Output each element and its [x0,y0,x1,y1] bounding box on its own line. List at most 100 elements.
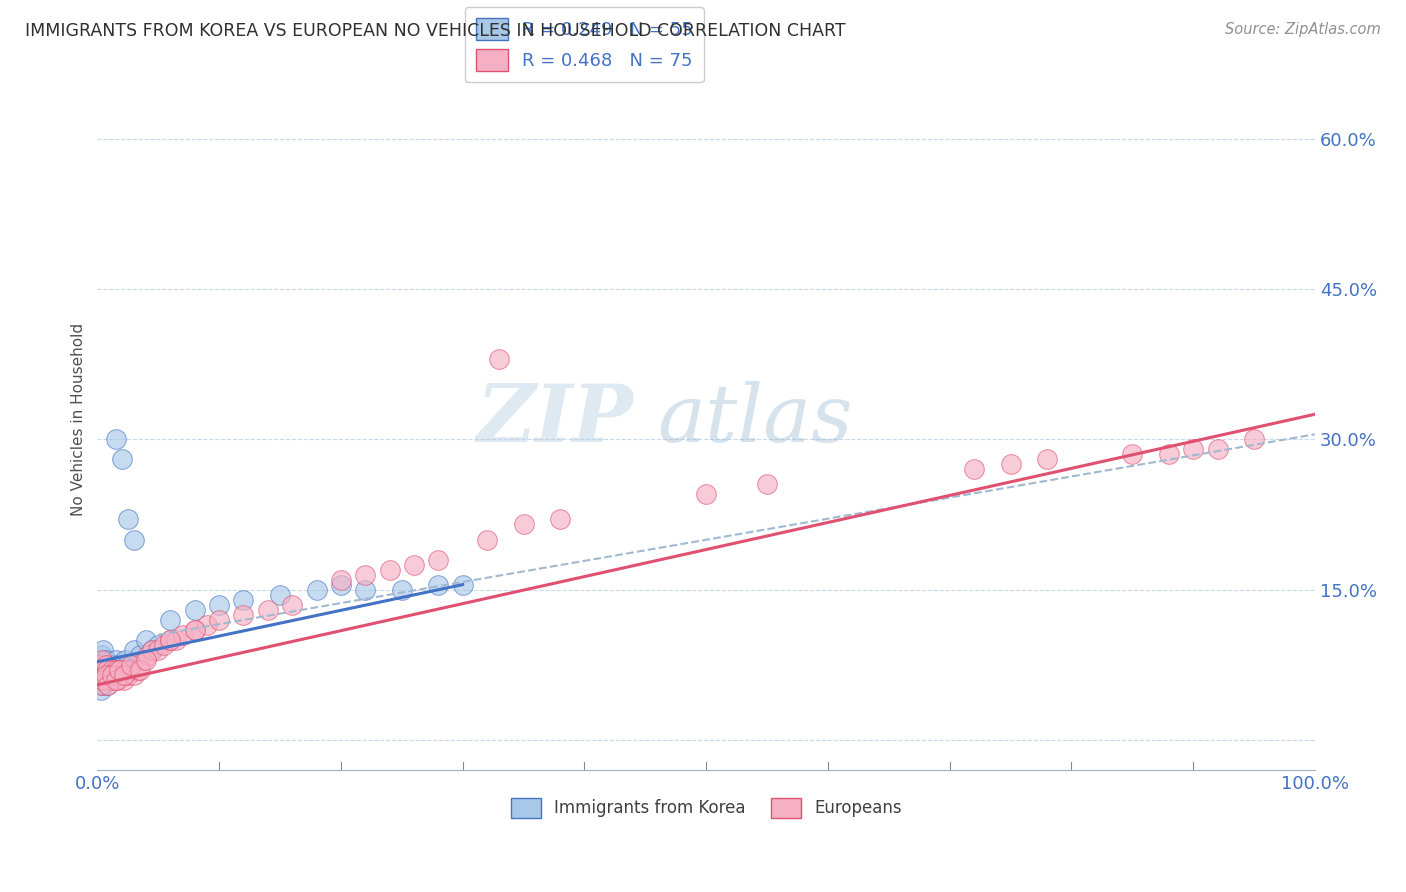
Point [104,432,127,446]
Point [378,563,401,577]
Point [96,657,118,672]
Point [90,682,112,697]
Point [108,667,131,681]
Point [94,657,117,672]
Point [100,667,122,681]
Point [305,582,328,597]
Text: Source: ZipAtlas.com: Source: ZipAtlas.com [1225,22,1381,37]
Point [112,673,135,687]
Point [96,678,118,692]
Point [512,517,534,532]
Point [97,678,120,692]
Point [112,667,135,681]
Y-axis label: No Vehicles in Household: No Vehicles in Household [72,323,86,516]
Point [117,667,139,681]
Point [122,533,145,547]
Point [695,487,717,501]
Text: atlas: atlas [658,381,853,458]
Point [402,558,425,572]
Text: ZIP: ZIP [477,381,633,458]
Point [963,462,986,476]
Point [129,648,152,662]
Point [93,667,115,681]
Point [1182,442,1205,457]
Point [232,607,254,622]
Point [94,653,117,667]
Point [94,667,117,681]
Point [104,673,127,687]
Point [184,623,207,637]
Text: IMMIGRANTS FROM KOREA VS EUROPEAN NO VEHICLES IN HOUSEHOLD CORRELATION CHART: IMMIGRANTS FROM KOREA VS EUROPEAN NO VEH… [25,22,846,40]
Point [488,352,510,367]
Point [93,667,115,681]
Point [232,592,254,607]
Point [172,628,194,642]
Point [108,667,131,681]
Point [101,657,124,672]
Point [108,663,131,677]
Point [111,452,134,467]
Point [98,673,121,687]
Point [104,653,127,667]
Point [184,602,207,616]
Point [1000,458,1022,472]
Point [127,663,149,677]
Point [1157,447,1180,461]
Point [391,582,413,597]
Point [111,663,134,677]
Point [93,663,115,677]
Point [114,653,136,667]
Point [93,673,115,687]
Point [129,663,152,677]
Point [208,613,231,627]
Point [159,632,181,647]
Point [756,477,779,491]
Point [105,663,128,677]
Point [110,663,132,677]
Point [93,642,115,657]
Point [117,663,139,677]
Point [87,653,110,667]
Point [138,648,160,662]
Point [103,667,125,681]
Point [117,512,139,526]
Point [93,673,115,687]
Point [111,667,134,681]
Point [132,653,155,667]
Point [1121,447,1143,461]
Point [89,663,111,677]
Point [91,653,114,667]
Point [90,667,112,681]
Point [114,663,136,677]
Point [1036,452,1059,467]
Point [91,678,114,692]
Point [97,667,120,681]
Point [96,663,118,677]
Point [451,577,474,591]
Point [1206,442,1229,457]
Point [354,567,377,582]
Point [107,673,129,687]
Point [104,663,127,677]
Point [101,667,124,681]
Point [97,663,120,677]
Point [122,667,145,681]
Point [120,663,142,677]
Point [112,667,135,681]
Point [1243,432,1265,446]
Point [101,673,124,687]
Point [89,657,111,672]
Point [427,577,450,591]
Point [208,598,231,612]
Point [90,678,112,692]
Point [281,598,304,612]
Point [101,673,124,687]
Point [354,582,377,597]
Point [159,632,181,647]
Point [107,657,129,672]
Point [329,577,352,591]
Point [108,667,131,681]
Point [159,613,181,627]
Point [153,638,176,652]
Point [184,623,207,637]
